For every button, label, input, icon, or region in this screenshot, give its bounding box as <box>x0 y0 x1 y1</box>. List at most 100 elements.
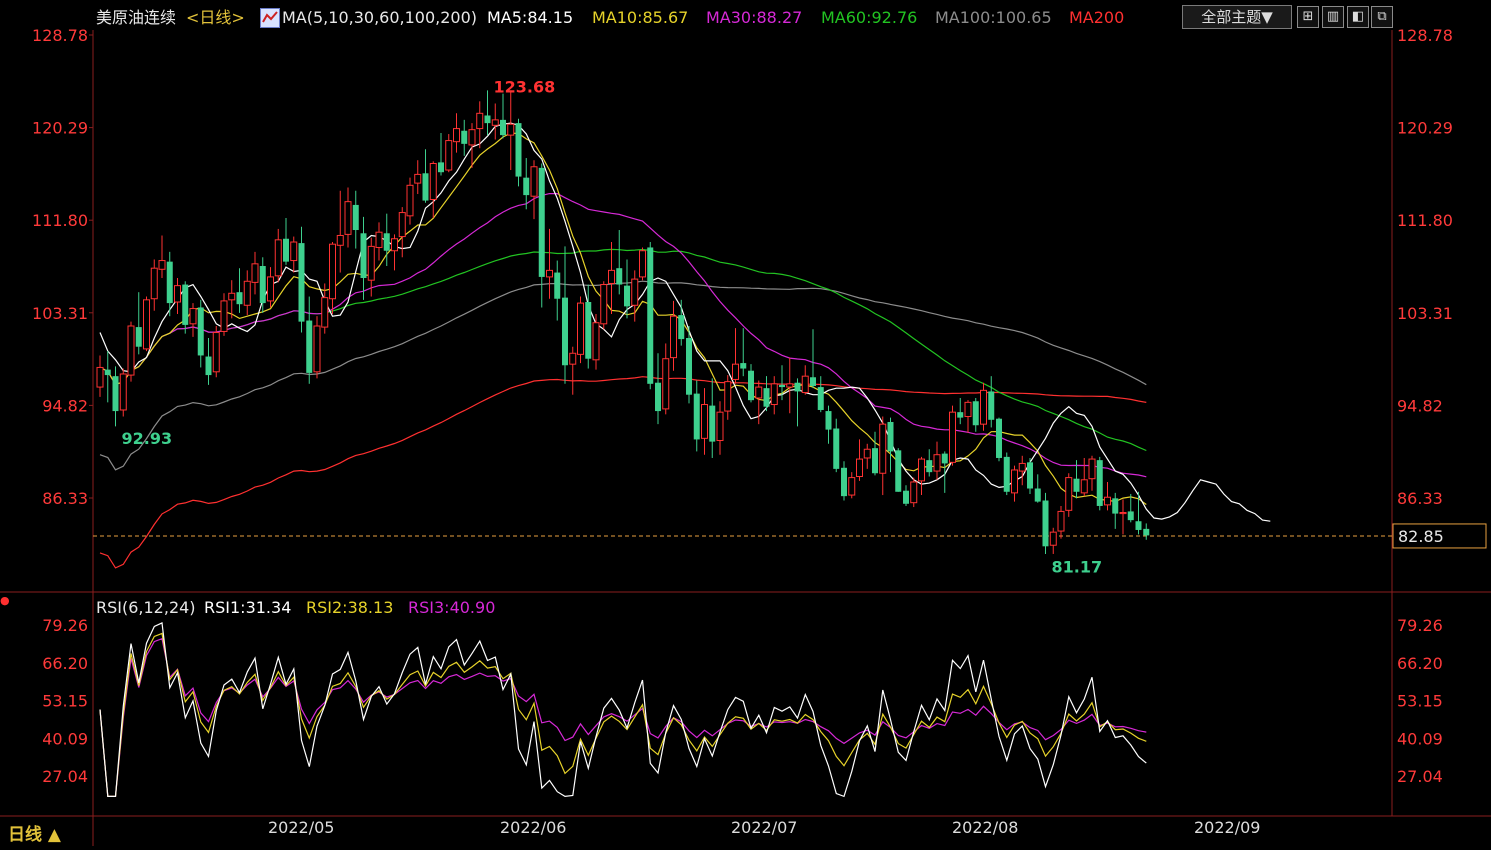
ma30-line <box>99 193 1147 478</box>
candle-body-down <box>647 247 654 384</box>
candle-body-up <box>716 411 724 442</box>
candle-body-up <box>212 332 220 373</box>
candle-body-up <box>274 239 282 277</box>
candle-body-up <box>267 276 274 302</box>
rsi-params[interactable]: RSI(6,12,24) <box>96 598 196 617</box>
instrument-name[interactable]: 美原油连续 <box>96 8 177 27</box>
candle-body-up <box>507 123 515 136</box>
price-tick-left: 94.82 <box>42 396 88 415</box>
candle-body-down <box>748 370 754 401</box>
candle-body-down <box>383 233 390 251</box>
x-label-2022-08: 2022/08 <box>952 818 1019 837</box>
candle-body-up <box>910 481 918 504</box>
candle-body-up <box>228 292 236 301</box>
candle-body-down <box>283 238 289 262</box>
price-tick-right: 120.29 <box>1397 119 1453 138</box>
candle-body-down <box>794 382 801 392</box>
candle-body-up <box>429 162 437 200</box>
rsi-tick-left: 66.20 <box>42 654 88 673</box>
price-tick-left: 86.33 <box>42 489 88 508</box>
low-annotation-right: 81.17 <box>1052 557 1103 576</box>
candle-body-up <box>491 119 499 126</box>
rsi-tick-right: 79.26 <box>1397 616 1443 635</box>
candle-body-down <box>1112 498 1119 514</box>
rsi-tick-left: 27.04 <box>42 767 88 786</box>
candle-body-down <box>352 204 359 231</box>
candle-body-up <box>406 184 414 217</box>
candle-body-down <box>740 363 747 369</box>
rsi-tick-right: 40.09 <box>1397 729 1443 748</box>
candle-body-down <box>197 307 204 356</box>
x-label-2022-07: 2022/07 <box>731 818 798 837</box>
candle-body-up <box>631 278 639 306</box>
candle-body-down <box>298 243 305 322</box>
candle-body-up <box>801 375 809 394</box>
candle-body-down <box>895 450 902 492</box>
candle-body-up <box>243 280 251 306</box>
candle-body-up <box>639 250 646 278</box>
window-split-icon[interactable]: ⧉ <box>1371 6 1393 28</box>
rsi-pane <box>99 622 1147 798</box>
candle-body-down <box>1073 478 1080 492</box>
indicator-settings-icon[interactable] <box>260 8 280 28</box>
ma100-line <box>99 280 1147 471</box>
candle-body-down <box>438 162 444 173</box>
candle-body-up <box>1065 477 1073 511</box>
candle-body-up <box>119 373 127 411</box>
price-tick-right: 103.31 <box>1397 304 1453 323</box>
rsi1-value: RSI1:31.34 <box>204 598 292 617</box>
candle-body-up <box>290 241 298 262</box>
ma10-line <box>99 132 1147 505</box>
candle-body-up <box>964 401 972 418</box>
candle-body-down <box>259 266 266 304</box>
candle-body-down <box>817 387 824 410</box>
candle-body-down <box>810 377 816 386</box>
theme-dropdown-button[interactable]: 全部主题▼ <box>1182 5 1292 29</box>
candle-body-down <box>1096 460 1103 506</box>
period-tab[interactable]: 日线 ▲ <box>8 825 61 845</box>
candle-body-up <box>96 366 104 388</box>
window-tile-icon[interactable]: ⊞ <box>1297 6 1319 28</box>
window-layout-icon[interactable]: ◧ <box>1347 6 1369 28</box>
candle-body-up <box>856 458 863 478</box>
last-price-label: 82.85 <box>1398 527 1444 546</box>
period-label[interactable]: <日线> <box>186 8 245 27</box>
candle-body-down <box>236 292 243 305</box>
candle-body-up <box>569 352 577 365</box>
candle-body-up <box>251 263 259 283</box>
candle-body-down <box>585 302 592 359</box>
candle-body-up <box>1049 531 1057 546</box>
high-annotation: 123.68 <box>494 78 556 97</box>
candle-body-down <box>655 382 661 412</box>
candle-body-down <box>996 418 1002 458</box>
candle-body-up <box>445 140 453 171</box>
rsi-tick-left: 53.15 <box>42 692 88 711</box>
candle-body-up <box>770 383 778 406</box>
candle-body-up <box>577 302 584 355</box>
ma60-value: MA60:92.76 <box>821 8 918 27</box>
candle-body-up <box>786 383 794 388</box>
candle-body-up <box>468 129 476 146</box>
candle-body-up <box>189 308 197 325</box>
candle-body-down <box>1127 511 1134 521</box>
candle-body-up <box>662 358 670 410</box>
ma100-value: MA100:100.65 <box>935 8 1052 27</box>
rsi-tick-left: 79.26 <box>42 616 88 635</box>
pane-marker-icon: ● <box>0 594 10 607</box>
candle-body-up <box>592 322 600 361</box>
rsi2-line <box>99 632 1147 798</box>
candle-body-down <box>686 337 692 395</box>
candle-body-up <box>1018 462 1026 472</box>
price-tick-right: 128.78 <box>1397 26 1453 45</box>
candle-body-up <box>530 166 538 197</box>
candle-body-up <box>1057 510 1065 532</box>
candle-body-down <box>678 315 685 340</box>
candle-body-up <box>949 411 956 463</box>
candle-body-up <box>1080 479 1088 494</box>
axis-layer: 128.78 128.78 120.29 120.29 111.80 111.80 103.… <box>32 26 1487 786</box>
ma200-value: MA200 <box>1069 8 1125 27</box>
candle-body-up <box>174 285 181 303</box>
window-grid-icon[interactable]: ▥ <box>1322 6 1344 28</box>
candle-body-up <box>724 381 732 412</box>
